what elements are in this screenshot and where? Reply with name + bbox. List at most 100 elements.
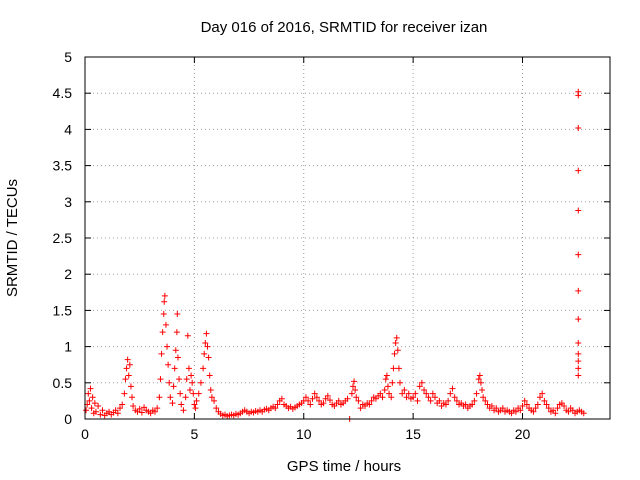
data-point [206, 372, 213, 379]
data-point [377, 390, 384, 397]
data-point [545, 405, 552, 412]
data-point [124, 356, 131, 363]
data-point [272, 405, 279, 412]
chart-title: Day 016 of 2016, SRMTID for receiver iza… [201, 19, 488, 36]
plot-frame [84, 56, 611, 420]
data-point [449, 385, 456, 392]
data-point [211, 397, 218, 404]
data-point [313, 394, 320, 401]
data-point [158, 350, 165, 357]
data-point [87, 385, 94, 392]
data-point [136, 405, 143, 412]
data-point [174, 311, 181, 318]
data-point [383, 372, 390, 379]
data-point [532, 405, 539, 412]
data-point [159, 329, 166, 336]
data-point [351, 378, 358, 385]
data-point [386, 390, 393, 397]
data-point [188, 372, 195, 379]
data-point [519, 402, 526, 409]
data-point [123, 365, 130, 372]
x-tick-labels: 0 5 10 15 20 [81, 426, 530, 442]
data-point [382, 376, 389, 383]
data-point [117, 405, 123, 412]
data-point [92, 408, 99, 415]
data-point [193, 397, 200, 404]
data-point [393, 334, 400, 341]
data-point [86, 397, 93, 404]
data-point [176, 376, 183, 383]
data-point [554, 405, 561, 412]
y-tick-labels: 0 0.5 1 1.5 2 2.5 3 3.5 4 4.5 5 [53, 49, 73, 427]
y-tick-label: 1 [64, 339, 72, 355]
data-point [114, 410, 121, 417]
data-point [122, 376, 129, 383]
data-point [493, 405, 500, 412]
data-point [484, 401, 491, 408]
data-point [423, 390, 430, 397]
data-point [85, 390, 92, 397]
x-axis-label: GPS time / hours [287, 458, 401, 475]
data-point [530, 408, 537, 415]
data-point [274, 401, 281, 408]
x-tick-label: 10 [296, 426, 312, 442]
data-point [197, 379, 204, 386]
data-point [575, 287, 582, 294]
data-point [453, 397, 460, 404]
data-point [355, 397, 362, 404]
data-point [180, 407, 187, 414]
x-tick-label: 0 [81, 426, 89, 442]
data-point [169, 400, 176, 407]
axis-ticks [84, 56, 610, 420]
y-tick-label: 4.5 [53, 85, 73, 101]
data-point [565, 408, 572, 415]
data-point [200, 365, 207, 372]
y-axis-label: SRMTID / TECUs [4, 179, 21, 297]
data-point [189, 379, 196, 386]
data-point [129, 394, 136, 401]
data-point [130, 402, 137, 409]
data-point [482, 397, 489, 404]
data-point [397, 379, 403, 386]
y-tick-label: 0.5 [53, 375, 73, 391]
data-point [201, 350, 208, 357]
data-point [475, 376, 482, 383]
y-tick-label: 2.5 [53, 230, 73, 246]
data-point [162, 321, 169, 328]
data-point [477, 379, 484, 386]
data-point [307, 401, 314, 408]
data-point [344, 395, 351, 402]
data-point [324, 392, 331, 399]
data-point [205, 354, 212, 361]
data-point [173, 329, 180, 336]
data-point [170, 383, 177, 390]
y-tick-label: 5 [64, 49, 72, 65]
data-point [154, 405, 161, 412]
data-point [479, 387, 486, 394]
data-point [208, 394, 215, 401]
data-point [172, 347, 179, 354]
data-point [429, 390, 436, 397]
data-point [445, 397, 452, 404]
x-tick-label: 15 [405, 426, 421, 442]
data-point [157, 376, 164, 383]
data-point [384, 383, 391, 390]
data-point [119, 401, 126, 408]
data-point [202, 339, 209, 346]
data-point [451, 394, 458, 401]
data-point [178, 401, 185, 408]
data-point [427, 397, 434, 404]
data-point [580, 410, 587, 417]
data-point [436, 397, 443, 404]
data-point [381, 387, 388, 394]
data-point [97, 411, 104, 418]
data-point [575, 372, 582, 379]
data-point [410, 394, 417, 401]
data-point [213, 405, 220, 412]
data-point [480, 394, 487, 401]
data-point [575, 124, 582, 131]
data-point [575, 207, 582, 214]
data-point [187, 387, 193, 394]
data-point [512, 408, 519, 415]
data-point [543, 401, 550, 408]
